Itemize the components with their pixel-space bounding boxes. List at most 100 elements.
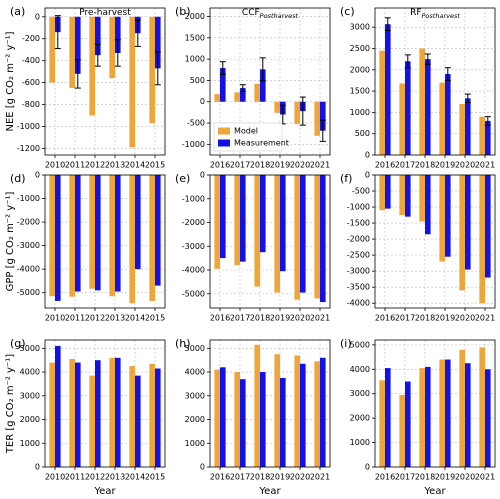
bar [109, 16, 115, 79]
bar [294, 355, 300, 467]
x-tick-label: 2012 [85, 314, 105, 323]
bar [300, 175, 306, 293]
x-tick-label: 2021 [475, 314, 495, 323]
plot-frame [44, 339, 166, 468]
y-tick-label: 0 [365, 171, 370, 180]
bar [425, 175, 431, 235]
x-tick-label: 2017 [395, 473, 415, 482]
x-tick-label: 2010 [45, 314, 65, 323]
x-tick-label: 2016 [375, 473, 395, 482]
x-axis-label: Year [258, 486, 281, 497]
bar [115, 175, 121, 292]
plot-frame [209, 7, 331, 156]
y-tick-label: -3000 [17, 241, 40, 250]
bar [300, 363, 306, 467]
bar [254, 175, 260, 287]
bar [459, 175, 465, 291]
bar [89, 16, 95, 116]
y-axis-label: TER [g CO₂ m⁻² y⁻¹] [5, 354, 16, 454]
x-tick-label: 2016 [375, 161, 395, 170]
y-tick-label: -1500 [347, 219, 370, 228]
bar [129, 16, 135, 148]
x-tick-label: 2019 [435, 161, 455, 170]
plot-frame [374, 174, 496, 309]
bar [234, 372, 240, 467]
bar [109, 357, 115, 467]
bar [445, 74, 451, 155]
y-tick-label: 0 [365, 151, 370, 160]
y-tick-label: 2000 [20, 415, 40, 424]
bar [220, 175, 226, 259]
bar [419, 368, 425, 467]
y-axis-label: GPP [g CO₂ m⁻² y⁻¹] [5, 192, 16, 292]
y-tick-label: 0 [200, 463, 205, 472]
bar [129, 366, 135, 467]
title-main: RF [410, 8, 421, 18]
bar [69, 358, 75, 467]
x-tick-label: 2020 [290, 314, 310, 323]
panel-title: RFPostharvest [410, 8, 460, 21]
y-tick-label: -1000 [182, 194, 205, 203]
x-tick-label: 2017 [230, 161, 250, 170]
x-tick-label: 2010 [45, 473, 65, 482]
y-tick-label: -1000 [17, 194, 40, 203]
bar [379, 50, 385, 155]
bar [115, 16, 121, 53]
panel-label: (g) [10, 337, 26, 350]
bar [55, 175, 61, 301]
bar [240, 88, 246, 102]
y-tick-label: -600 [22, 78, 40, 87]
x-tick-label: 2019 [435, 473, 455, 482]
y-tick-label: -1000 [347, 203, 370, 212]
legend-label: Measurement [234, 139, 289, 148]
x-tick-label: 2017 [395, 314, 415, 323]
y-tick-label: 1500 [185, 33, 205, 42]
x-tick-label: 2015 [145, 314, 165, 323]
x-tick-label: 2021 [310, 161, 330, 170]
y-tick-label: -500 [187, 119, 205, 128]
y-tick-label: 1000 [20, 439, 40, 448]
bar [465, 98, 471, 155]
y-tick-label: 0 [35, 463, 40, 472]
plot-frame [209, 174, 331, 309]
bar [75, 16, 81, 74]
bar [49, 16, 55, 83]
bar [439, 82, 445, 155]
y-tick-label: -4000 [347, 299, 370, 308]
x-tick-label: 2011 [65, 473, 85, 482]
bar [294, 175, 300, 300]
bar [280, 175, 286, 272]
bar [485, 120, 491, 155]
bar [465, 175, 471, 270]
y-tick-label: 500 [355, 129, 370, 138]
x-tick-label: 2020 [455, 473, 475, 482]
x-tick-label: 2020 [455, 161, 475, 170]
bar [314, 361, 320, 467]
y-tick-label: 1000 [350, 108, 370, 117]
bar [479, 175, 485, 304]
bar [465, 363, 471, 467]
y-tick-label: 1000 [185, 439, 205, 448]
bar [320, 357, 326, 467]
y-tick-label: -1200 [17, 144, 40, 153]
bar [254, 83, 260, 102]
y-tick-label: 2000 [185, 12, 205, 21]
bar [399, 175, 405, 216]
x-tick-label: 2016 [210, 473, 230, 482]
y-tick-label: -3500 [347, 283, 370, 292]
bar [115, 357, 121, 467]
bar [419, 48, 425, 156]
bar [274, 101, 280, 113]
x-tick-label: 2019 [270, 314, 290, 323]
panel-label: (b) [175, 5, 191, 18]
y-tick-label: 5000 [350, 340, 370, 349]
bar [135, 175, 141, 270]
x-axis-label: Year [93, 486, 116, 497]
panel: -1000 -500 0 500 1000 1500 2000 2016 2017 2018 201… [175, 5, 331, 170]
legend-swatch [218, 127, 230, 135]
x-tick-label: 2012 [85, 161, 105, 170]
bar [459, 349, 465, 467]
legend-label: Model [234, 127, 258, 136]
